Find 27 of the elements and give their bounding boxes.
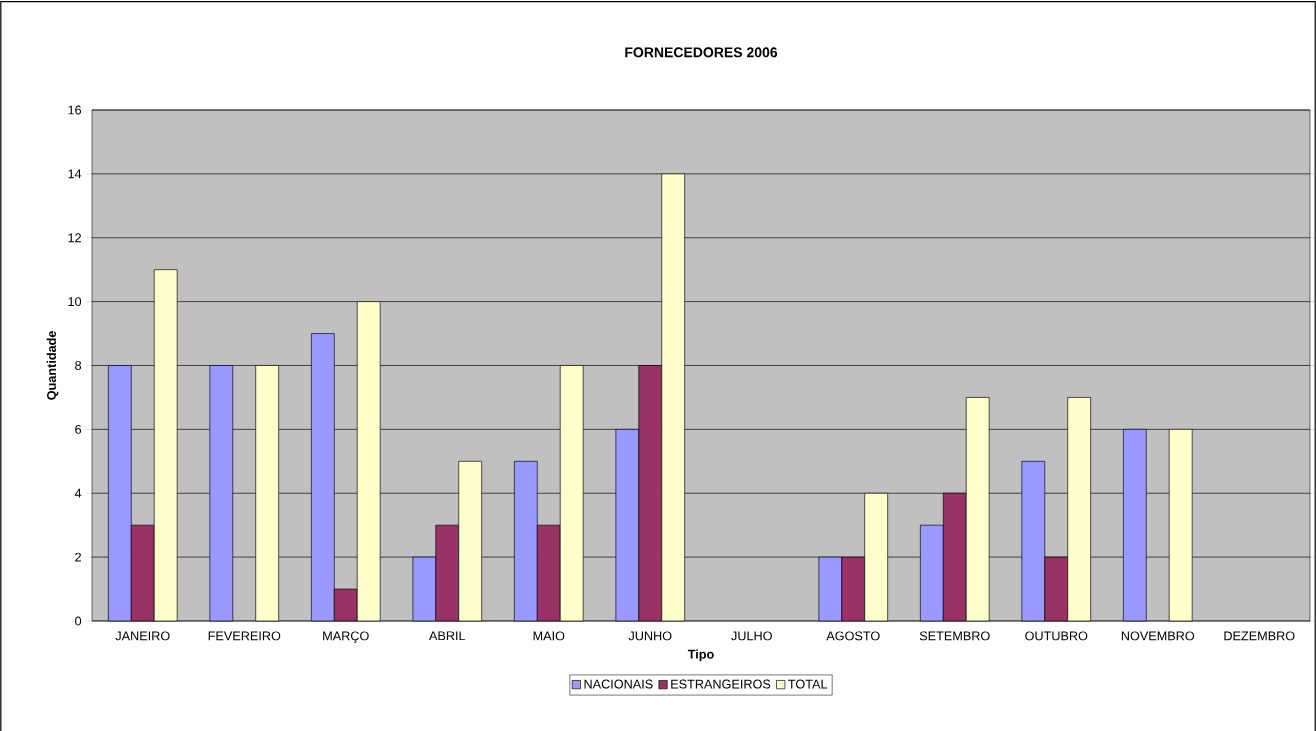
legend-label: NACIONAIS [584, 679, 653, 689]
y-axis-title: Quantidade [46, 331, 59, 400]
x-tick-label: JUNHO [628, 631, 672, 641]
x-tick-label: MARÇO [323, 631, 369, 643]
x-axis-title: Tipo [687, 649, 714, 662]
x-tick-label: SETEMBRO [919, 631, 990, 641]
legend-label: TOTAL [788, 679, 828, 689]
y-tick-label: 8 [75, 361, 82, 370]
x-tick-label: FEVEREIRO [208, 631, 281, 641]
x-tick-label: JULHO [731, 631, 772, 641]
x-tick-label: JANEIRO [115, 631, 170, 641]
legend-label: ESTRANGEIROS [671, 679, 771, 689]
x-tick-label: NOVEMBRO [1121, 631, 1195, 641]
x-tick-label: ABRIL [428, 631, 466, 641]
y-tick-label: 4 [74, 488, 82, 498]
y-tick-label: 0 [75, 616, 82, 626]
y-tick-label: 12 [68, 233, 81, 243]
x-tick-label: AGOSTO [826, 631, 880, 641]
y-tick-label: 10 [68, 297, 82, 307]
x-tick-label: OUTUBRO [1025, 631, 1088, 641]
x-tick-label: DEZEMBRO [1224, 631, 1295, 641]
y-tick-label: 6 [75, 424, 82, 434]
y-tick-label: 2 [75, 552, 81, 562]
y-tick-label: 14 [68, 169, 82, 179]
x-tick-label: MAIO [533, 631, 565, 641]
chart-title: FORNECEDORES 2006 [625, 47, 778, 58]
y-tick-label: 16 [68, 105, 82, 115]
